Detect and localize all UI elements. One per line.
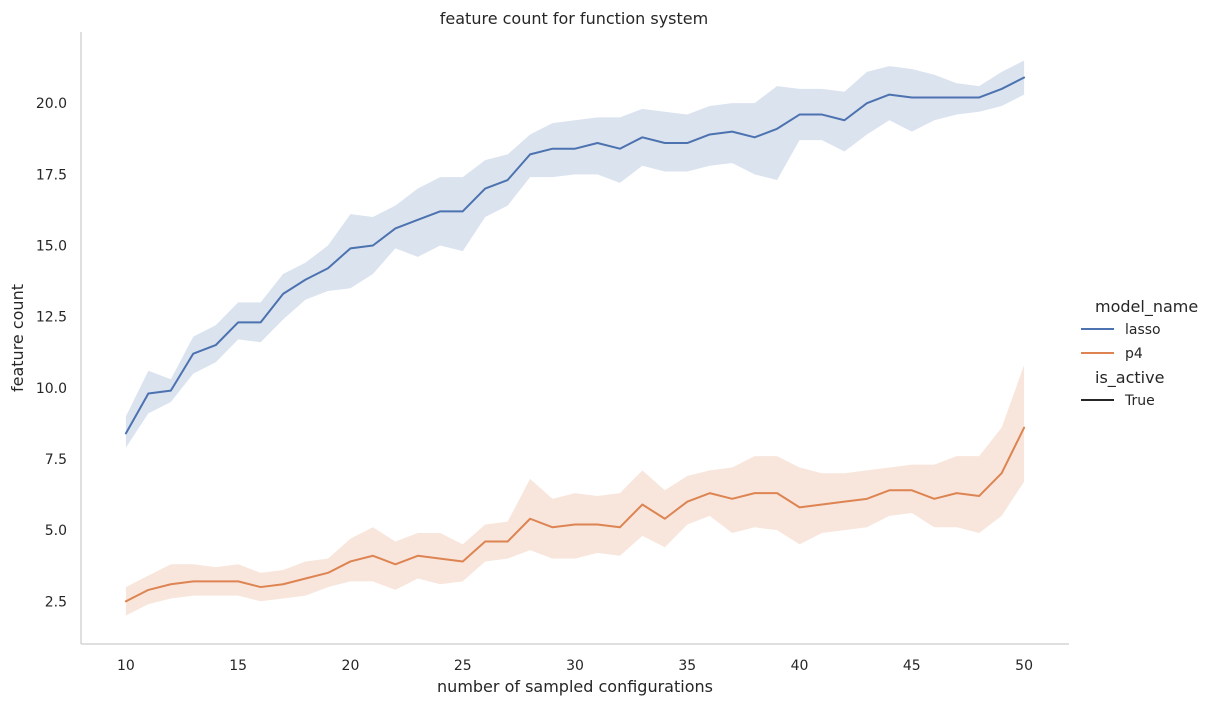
series-lines bbox=[124, 76, 1026, 603]
y-tick-label: 5.0 bbox=[45, 523, 67, 539]
x-axis-ticks: 10 15 20 25 30 35 40 45 50 bbox=[117, 658, 1033, 674]
confidence-bands bbox=[125, 60, 1025, 616]
legend-label-lasso: lasso bbox=[1125, 322, 1161, 338]
y-tick-label: 10.0 bbox=[36, 381, 67, 397]
y-tick-label: 20.0 bbox=[36, 96, 67, 112]
legend-hue-title: model_name bbox=[1095, 297, 1198, 317]
x-tick-label: 40 bbox=[791, 658, 809, 674]
y-tick-label: 17.5 bbox=[36, 167, 67, 183]
legend-style-label: True bbox=[1124, 393, 1155, 409]
series-line-lasso bbox=[124, 76, 1026, 435]
legend: model_name lasso p4 is_active True bbox=[1081, 297, 1198, 409]
y-axis-label: feature count bbox=[8, 284, 27, 392]
x-tick-label: 50 bbox=[1015, 658, 1033, 674]
x-tick-label: 45 bbox=[903, 658, 921, 674]
x-tick-label: 20 bbox=[342, 658, 360, 674]
ci-band-p4 bbox=[125, 365, 1025, 616]
ci-band-lasso bbox=[125, 60, 1025, 448]
x-axis-label: number of sampled configurations bbox=[437, 677, 713, 696]
x-tick-label: 25 bbox=[454, 658, 472, 674]
x-tick-label: 10 bbox=[117, 658, 135, 674]
y-tick-label: 2.5 bbox=[45, 594, 67, 610]
x-tick-label: 30 bbox=[566, 658, 584, 674]
x-tick-label: 15 bbox=[229, 658, 247, 674]
series-line-p4 bbox=[124, 426, 1026, 603]
y-tick-label: 12.5 bbox=[36, 310, 67, 326]
y-tick-label: 15.0 bbox=[36, 238, 67, 254]
x-tick-label: 35 bbox=[678, 658, 696, 674]
chart-title: feature count for function system bbox=[440, 9, 708, 28]
y-axis-ticks: 2.5 5.0 7.5 10.0 12.5 15.0 17.5 20.0 bbox=[36, 96, 67, 610]
legend-hue-entries: lasso p4 bbox=[1081, 322, 1161, 362]
legend-style-title: is_active bbox=[1095, 368, 1164, 388]
y-tick-label: 7.5 bbox=[45, 452, 67, 468]
legend-label-p4: p4 bbox=[1125, 346, 1143, 362]
legend-style-entries: True bbox=[1081, 393, 1155, 409]
